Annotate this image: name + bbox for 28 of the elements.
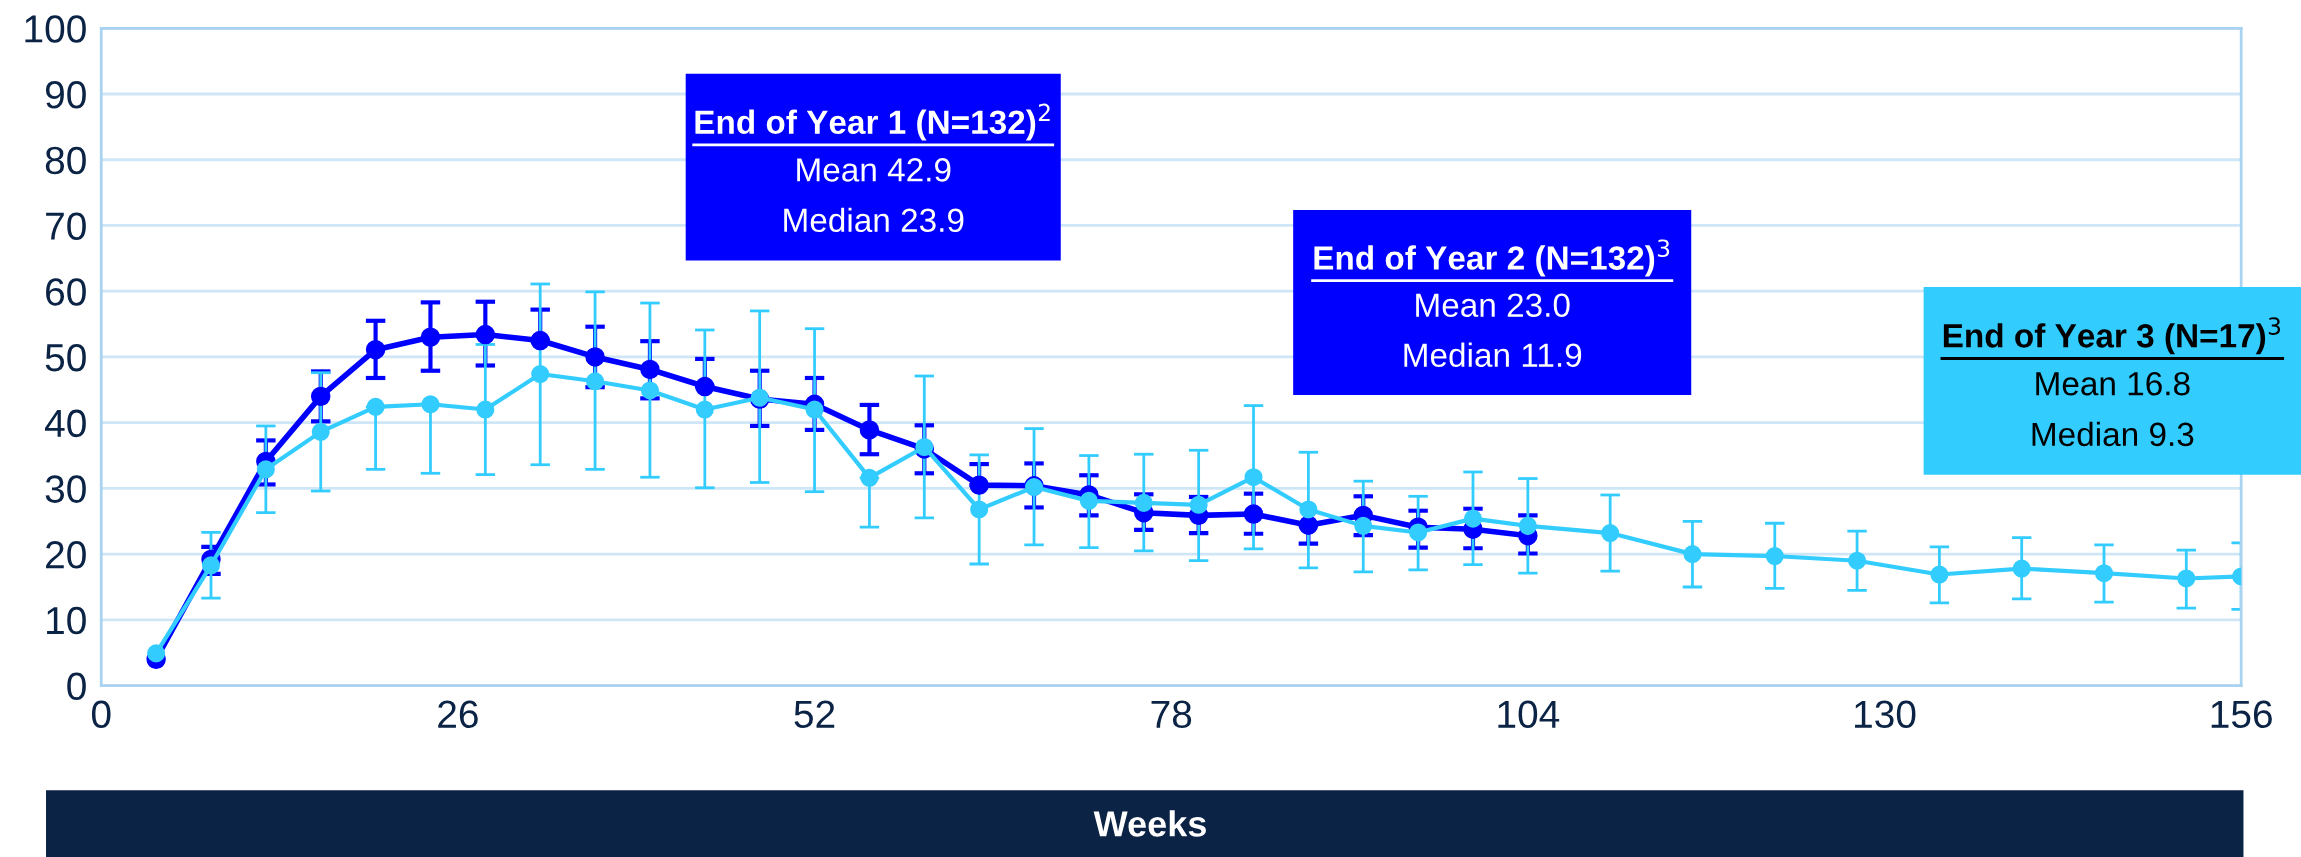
- y-tick-label: 90: [45, 80, 86, 109]
- annotation: Median 11.9: [1404, 342, 1582, 367]
- x-tick-label: 104: [1498, 700, 1560, 729]
- x-tick-label: 156: [2211, 700, 2272, 729]
- x-tick-label: 0: [91, 700, 111, 729]
- x-axis-title: Weeks: [1093, 810, 1206, 837]
- y-tick-label: 20: [46, 541, 86, 569]
- annotation: Mean 16.8: [2036, 371, 2190, 396]
- annotation: Mean 23.0: [1416, 293, 1570, 318]
- annotation: End of Year 1 (N=132)$^{2}$: [695, 103, 1050, 141]
- y-tick-label: 80: [45, 146, 86, 175]
- y-tick-label: 70: [46, 212, 86, 240]
- y-tick-label: 30: [45, 475, 86, 503]
- annotation: Median 9.3: [2032, 421, 2194, 447]
- y-tick-label: 60: [46, 278, 86, 306]
- y-tick-label: 10: [47, 606, 86, 635]
- y-tick-label: 0: [67, 672, 86, 701]
- y-tick-label: 100: [25, 15, 86, 43]
- annotation: End of Year 2 (N=132)$^{3}$: [1314, 239, 1670, 277]
- x-tick-label: 52: [794, 700, 835, 729]
- x-tick-label: 26: [438, 700, 478, 729]
- annotation: Median 23.9: [784, 207, 964, 233]
- x-tick-label: 130: [1855, 700, 1916, 729]
- x-tick-label: 78: [1151, 700, 1192, 729]
- y-tick-label: 50: [45, 343, 86, 372]
- y-tick-label: 40: [45, 409, 86, 438]
- annotation: End of Year 3 (N=17)$^{3}$: [1943, 317, 2281, 355]
- annotation: Mean 42.9: [797, 158, 951, 182]
